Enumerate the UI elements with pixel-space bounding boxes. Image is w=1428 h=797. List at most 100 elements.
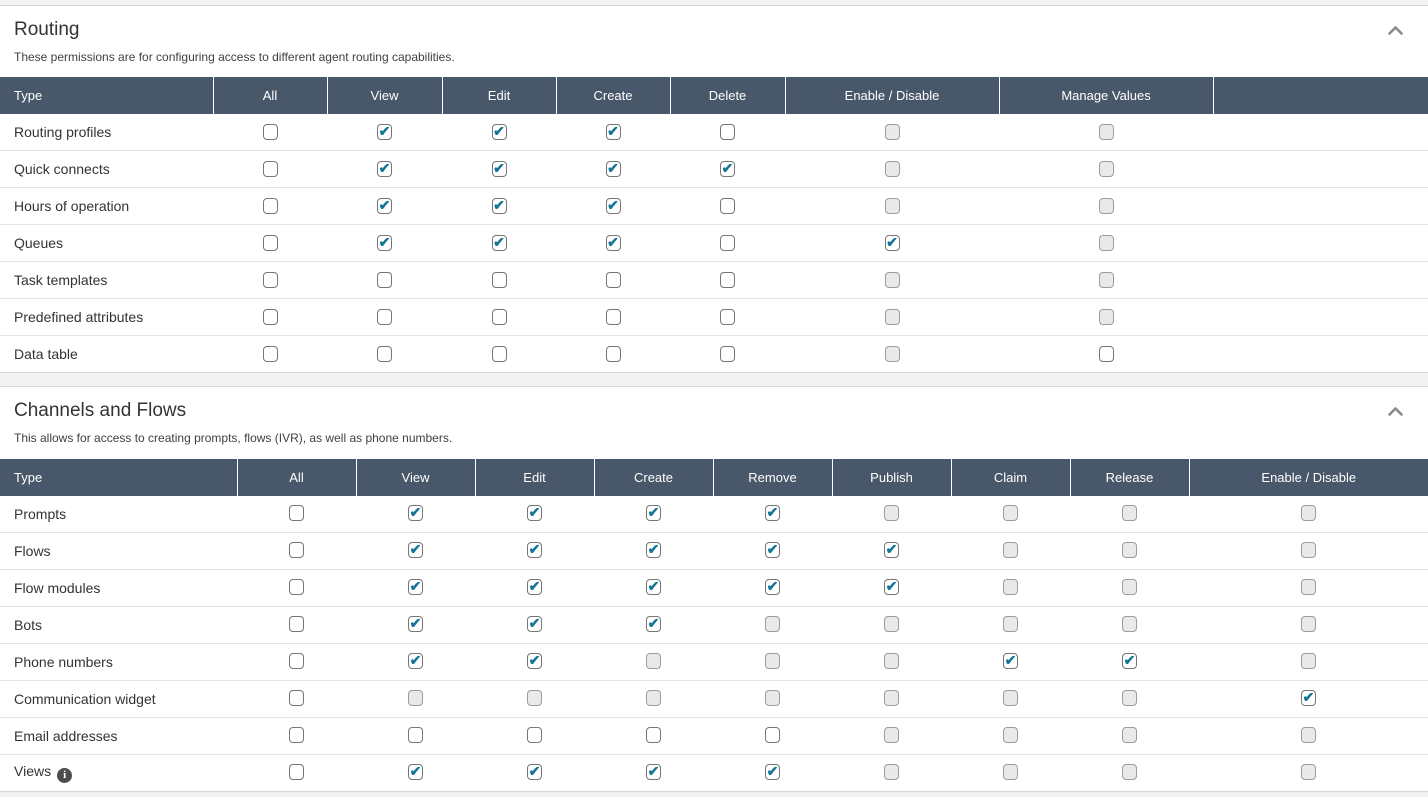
checkbox-hours-of-operation-delete[interactable] bbox=[720, 198, 735, 215]
checkbox-routing-profiles-delete[interactable] bbox=[720, 124, 735, 141]
checkbox-predefined-attributes-delete[interactable] bbox=[720, 309, 735, 326]
check-mark-icon: ✔ bbox=[766, 541, 779, 558]
checkbox-flows-remove[interactable]: ✔ bbox=[765, 541, 780, 559]
column-header-publish: Publish bbox=[832, 458, 952, 496]
check-mark-icon: ✔ bbox=[607, 123, 619, 140]
checkbox-email-addresses-remove[interactable] bbox=[765, 727, 780, 744]
checkbox-quick-connects-delete[interactable]: ✔ bbox=[720, 160, 735, 178]
checkbox-task-templates-delete[interactable] bbox=[720, 272, 735, 289]
checkbox-phone-numbers-all[interactable] bbox=[289, 653, 304, 670]
checkbox-predefined-attributes-manage-values bbox=[1098, 309, 1114, 326]
check-mark-icon: ✔ bbox=[378, 197, 391, 214]
checkbox-phone-numbers-edit[interactable]: ✔ bbox=[527, 652, 542, 670]
checkbox-views-view[interactable]: ✔ bbox=[408, 763, 423, 781]
column-header-create: Create bbox=[556, 77, 671, 115]
checkbox-hours-of-operation-edit[interactable]: ✔ bbox=[491, 197, 507, 215]
check-mark-icon: ✔ bbox=[528, 763, 541, 780]
checkbox-prompts-remove[interactable]: ✔ bbox=[765, 504, 780, 522]
checkbox-routing-profiles-create[interactable]: ✔ bbox=[605, 123, 621, 141]
checkbox-data-table-manage-values[interactable] bbox=[1098, 346, 1114, 363]
checkbox-prompts-all[interactable] bbox=[289, 505, 304, 522]
checkbox-queues-delete[interactable] bbox=[720, 235, 735, 252]
checkbox-flow-modules-view[interactable]: ✔ bbox=[408, 578, 423, 596]
checkbox-bots-view[interactable]: ✔ bbox=[408, 615, 423, 633]
column-header-claim: Claim bbox=[951, 458, 1071, 496]
checkbox-task-templates-all[interactable] bbox=[262, 272, 278, 289]
checkbox-queues-all[interactable] bbox=[262, 235, 278, 252]
checkbox-data-table-create[interactable] bbox=[605, 346, 621, 363]
checkbox-bots-remove bbox=[765, 616, 780, 633]
checkbox-prompts-edit[interactable]: ✔ bbox=[527, 504, 542, 522]
checkbox-flows-create[interactable]: ✔ bbox=[646, 541, 661, 559]
checkbox-task-templates-create[interactable] bbox=[605, 272, 621, 289]
table-row: Hours of operation ✔ ✔ ✔ bbox=[0, 187, 1428, 226]
checkbox-task-templates-edit[interactable] bbox=[491, 272, 507, 289]
column-header-create: Create bbox=[594, 458, 714, 496]
info-icon[interactable]: i bbox=[57, 767, 73, 783]
checkbox-bots-edit[interactable]: ✔ bbox=[527, 615, 542, 633]
checkbox-quick-connects-create[interactable]: ✔ bbox=[605, 160, 621, 178]
collapse-section-button[interactable] bbox=[1383, 21, 1408, 40]
checkbox-routing-profiles-view[interactable]: ✔ bbox=[377, 123, 392, 141]
checkbox-flow-modules-edit[interactable]: ✔ bbox=[527, 578, 542, 596]
row-label: Views bbox=[14, 762, 52, 779]
checkbox-data-table-delete[interactable] bbox=[720, 346, 735, 363]
checkbox-flows-all[interactable] bbox=[289, 542, 304, 559]
checkbox-phone-numbers-claim[interactable]: ✔ bbox=[1003, 652, 1018, 670]
checkbox-predefined-attributes-view[interactable] bbox=[377, 309, 392, 326]
checkbox-hours-of-operation-all[interactable] bbox=[262, 198, 278, 215]
checkbox-predefined-attributes-edit[interactable] bbox=[491, 309, 507, 326]
checkbox-communication-widget-enable-disable[interactable]: ✔ bbox=[1301, 689, 1316, 707]
checkbox-email-addresses-edit[interactable] bbox=[527, 727, 542, 744]
checkbox-flow-modules-publish[interactable]: ✔ bbox=[884, 578, 899, 596]
checkbox-views-remove[interactable]: ✔ bbox=[765, 763, 780, 781]
checkbox-hours-of-operation-view[interactable]: ✔ bbox=[377, 197, 392, 215]
checkbox-phone-numbers-release[interactable]: ✔ bbox=[1122, 652, 1137, 670]
checkbox-queues-enable-disable[interactable]: ✔ bbox=[884, 234, 900, 252]
checkbox-phone-numbers-view[interactable]: ✔ bbox=[408, 652, 423, 670]
checkbox-flows-publish[interactable]: ✔ bbox=[884, 541, 899, 559]
checkbox-flows-edit[interactable]: ✔ bbox=[527, 541, 542, 559]
checkbox-communication-widget-all[interactable] bbox=[289, 690, 304, 707]
checkbox-flow-modules-all[interactable] bbox=[289, 579, 304, 596]
checkbox-prompts-claim bbox=[1003, 505, 1018, 522]
checkbox-hours-of-operation-create[interactable]: ✔ bbox=[605, 197, 621, 215]
checkbox-queues-view[interactable]: ✔ bbox=[377, 234, 392, 252]
checkbox-predefined-attributes-create[interactable] bbox=[605, 309, 621, 326]
checkbox-prompts-view[interactable]: ✔ bbox=[408, 504, 423, 522]
checkbox-queues-edit[interactable]: ✔ bbox=[491, 234, 507, 252]
checkbox-predefined-attributes-all[interactable] bbox=[262, 309, 278, 326]
column-header-manage-values: Manage Values bbox=[999, 77, 1214, 115]
checkbox-views-all[interactable] bbox=[289, 764, 304, 781]
checkbox-email-addresses-create[interactable] bbox=[646, 727, 661, 744]
checkbox-views-edit[interactable]: ✔ bbox=[527, 763, 542, 781]
collapse-section-button[interactable] bbox=[1383, 402, 1408, 421]
checkbox-quick-connects-all[interactable] bbox=[262, 161, 278, 178]
checkbox-email-addresses-view[interactable] bbox=[408, 727, 423, 744]
section-title: Channels and Flows bbox=[14, 400, 187, 422]
checkbox-task-templates-view[interactable] bbox=[377, 272, 392, 289]
checkbox-views-create[interactable]: ✔ bbox=[646, 763, 661, 781]
checkbox-bots-all[interactable] bbox=[289, 616, 304, 633]
section-header: Channels and Flows This allows for acces… bbox=[0, 387, 1428, 458]
checkbox-prompts-create[interactable]: ✔ bbox=[646, 504, 661, 522]
checkbox-routing-profiles-edit[interactable]: ✔ bbox=[491, 123, 507, 141]
checkbox-data-table-edit[interactable] bbox=[491, 346, 507, 363]
checkbox-quick-connects-edit[interactable]: ✔ bbox=[491, 160, 507, 178]
checkbox-quick-connects-view[interactable]: ✔ bbox=[377, 160, 392, 178]
check-mark-icon: ✔ bbox=[378, 234, 391, 251]
checkbox-flow-modules-remove[interactable]: ✔ bbox=[765, 578, 780, 596]
checkbox-bots-create[interactable]: ✔ bbox=[646, 615, 661, 633]
checkbox-data-table-view[interactable] bbox=[377, 346, 392, 363]
checkbox-email-addresses-all[interactable] bbox=[289, 727, 304, 744]
check-mark-icon: ✔ bbox=[528, 504, 541, 521]
checkbox-flows-view[interactable]: ✔ bbox=[408, 541, 423, 559]
check-mark-icon: ✔ bbox=[647, 541, 660, 558]
checkbox-flow-modules-create[interactable]: ✔ bbox=[646, 578, 661, 596]
checkbox-data-table-all[interactable] bbox=[262, 346, 278, 363]
column-header-edit: Edit bbox=[442, 77, 557, 115]
checkbox-routing-profiles-all[interactable] bbox=[262, 124, 278, 141]
checkbox-queues-create[interactable]: ✔ bbox=[605, 234, 621, 252]
checkbox-flows-enable-disable bbox=[1301, 542, 1316, 559]
